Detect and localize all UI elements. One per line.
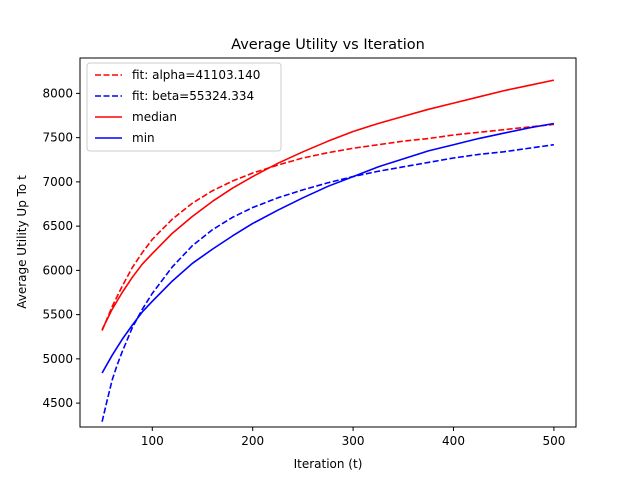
legend-box <box>86 62 282 152</box>
x-tick-label: 200 <box>241 434 264 448</box>
y-tick-label: 5000 <box>42 352 73 366</box>
x-tick-label: 500 <box>542 434 565 448</box>
y-axis-title: Average Utility Up To t <box>15 175 29 309</box>
legend: fit: alpha=41103.140 fit: beta=55324.334 m… <box>86 62 282 152</box>
series-line-0 <box>101 123 554 331</box>
y-tick-label: 6000 <box>42 263 73 277</box>
plot-area-frame <box>79 57 577 428</box>
x-axis: 100 200 300 400 500 <box>141 427 565 448</box>
y-tick-label: 4500 <box>42 396 73 410</box>
y-tick-label: 6500 <box>42 219 73 233</box>
legend-label: median <box>132 110 177 124</box>
series-line-2 <box>101 79 555 331</box>
series-line-1 <box>101 143 555 422</box>
legend-label: fit: alpha=41103.140 <box>132 68 260 82</box>
chart-title: Average Utility vs Iteration <box>231 37 425 53</box>
y-axis: 4500 5000 5500 6000 6500 7000 7500 8000 <box>42 86 80 410</box>
x-tick-label: 100 <box>141 434 164 448</box>
legend-label: fit: beta=55324.334 <box>132 89 254 103</box>
legend-label: min <box>132 131 155 145</box>
y-tick-label: 8000 <box>42 86 73 100</box>
x-axis-title: Iteration (t) <box>294 457 363 471</box>
x-tick-label: 400 <box>442 434 465 448</box>
y-tick-label: 7500 <box>42 131 73 145</box>
y-tick-label: 7000 <box>42 175 73 189</box>
y-tick-label: 5500 <box>42 308 73 322</box>
series-line-3 <box>101 122 555 374</box>
x-tick-label: 300 <box>342 434 365 448</box>
plot-lines <box>101 79 555 422</box>
